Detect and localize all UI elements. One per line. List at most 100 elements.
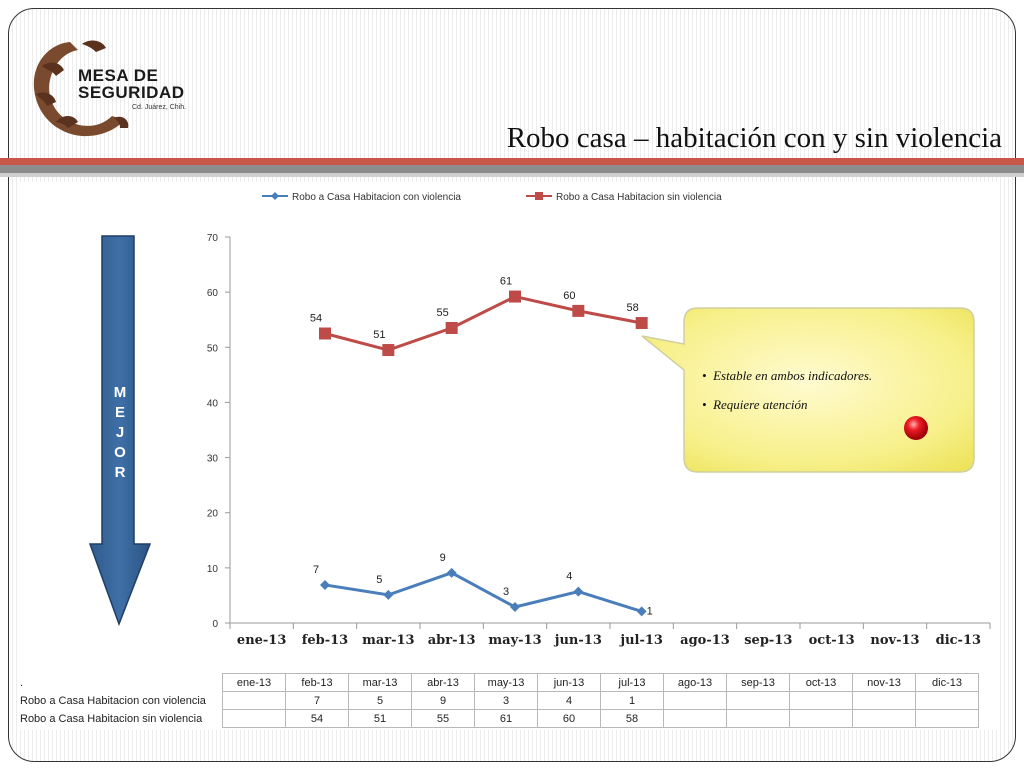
- data-label: 1: [647, 605, 653, 617]
- data-point: [319, 327, 331, 340]
- mejor-letter: E: [114, 404, 125, 421]
- y-tick-label: 0: [212, 619, 218, 630]
- x-tick-label: ene-13: [237, 633, 286, 648]
- data-label: 5: [376, 574, 382, 586]
- table-cell: [222, 709, 286, 728]
- logo-line1: MESA DE: [78, 66, 159, 85]
- status-indicator-icon: [904, 416, 928, 440]
- table-header-cell: oct-13: [789, 673, 853, 692]
- chart-legend: Robo a Casa Habitacion con violencia Robo…: [262, 192, 722, 203]
- data-label: 7: [313, 564, 319, 576]
- table-cell: [852, 691, 916, 710]
- table-cell: [915, 709, 979, 728]
- table-header-cell: ene-13: [222, 673, 286, 692]
- table-row-label: Robo a Casa Habitacion sin violencia: [20, 712, 203, 725]
- data-point: [445, 321, 458, 334]
- header-band-gray: [0, 165, 1024, 173]
- data-point: [446, 567, 457, 578]
- table-header-cell: ago-13: [663, 673, 727, 692]
- data-label: 51: [373, 329, 385, 341]
- callout-bubble: [641, 307, 975, 473]
- data-label: 60: [563, 290, 575, 302]
- callout-bullet-2: • Requiere atención: [702, 397, 808, 412]
- table-cell: 55: [411, 709, 475, 728]
- table-cell: 54: [285, 709, 349, 728]
- header-band-light: [0, 173, 1024, 177]
- y-tick-label: 60: [207, 288, 219, 299]
- data-label: 58: [627, 302, 639, 314]
- table-header-cell: sep-13: [726, 673, 790, 692]
- callout-bullet-1: • Estable en ambos indicadores.: [702, 368, 873, 383]
- table-row: Robo a Casa Habitacion sin violencia 54 51…: [18, 709, 979, 728]
- data-label: 54: [310, 313, 322, 325]
- chart-series: 7 5 9 3 4 1 54 51 55 61 60 58: [310, 276, 653, 618]
- table-cell: 7: [285, 691, 349, 710]
- x-tick-label: ago-13: [680, 633, 730, 648]
- data-label: 4: [566, 571, 572, 583]
- logo-emblem-icon: [33, 40, 129, 137]
- y-tick-label: 10: [207, 564, 219, 575]
- logo-line2: SEGURIDAD: [78, 83, 185, 102]
- table-cell: [915, 691, 979, 710]
- y-tick-label: 70: [207, 233, 219, 244]
- header-band-red: [0, 158, 1024, 165]
- series-line: [324, 294, 642, 352]
- table-cell: [663, 709, 727, 728]
- data-label: 3: [503, 586, 509, 598]
- data-point: [509, 290, 521, 303]
- x-tick-label: jun-13: [554, 633, 602, 648]
- table-cell: [663, 691, 727, 710]
- y-tick-label: 50: [207, 343, 219, 354]
- table-cell: 61: [474, 709, 538, 728]
- y-axis: 0 10 20 30 40 50 60 70: [207, 233, 231, 630]
- table-cell: [789, 691, 853, 710]
- legend-marker: [535, 192, 543, 200]
- data-point: [573, 586, 584, 597]
- legend-label: Robo a Casa Habitacion con violencia: [292, 192, 461, 203]
- table-cell: 9: [411, 691, 475, 710]
- table-header-cell: dic-13: [915, 673, 979, 692]
- x-tick-label: may-13: [488, 633, 541, 648]
- mesa-de-seguridad-logo: MESA DE SEGURIDAD Cd. Juárez, Chih.: [30, 36, 220, 140]
- table-header-cell: may-13: [474, 673, 538, 692]
- x-tick-label: sep-13: [744, 633, 792, 648]
- mejor-letter: J: [115, 424, 125, 441]
- legend-label: Robo a Casa Habitacion sin violencia: [556, 192, 722, 203]
- y-tick-label: 30: [207, 454, 219, 465]
- data-point: [382, 344, 395, 357]
- table-header-cell: nov-13: [852, 673, 916, 692]
- mejor-letter: M: [113, 384, 127, 401]
- data-point: [510, 602, 520, 613]
- data-table: . ene-13 feb-13 mar-13 abr-13 may-13 jun-13 jul…: [18, 673, 979, 728]
- table-header-cell: feb-13: [285, 673, 349, 692]
- table-cell: 51: [348, 709, 412, 728]
- table-corner: .: [20, 676, 24, 689]
- x-tick-label: abr-13: [428, 633, 476, 648]
- data-point: [383, 589, 394, 600]
- x-tick-label: dic-13: [936, 633, 981, 648]
- series-line: [324, 571, 643, 613]
- x-tick-label: feb-13: [302, 633, 348, 648]
- x-tick-label: jul-13: [619, 633, 663, 648]
- x-axis: ene-13 feb-13 mar-13 abr-13 may-13 jun-13 jul-…: [229, 622, 991, 648]
- logo-line3: Cd. Juárez, Chih.: [132, 104, 187, 111]
- x-tick-label: oct-13: [809, 633, 855, 648]
- slide-title: Robo casa – habitación con y sin violenc…: [506, 122, 1002, 154]
- data-label: 61: [500, 276, 512, 288]
- table-cell: 58: [600, 709, 664, 728]
- data-point: [320, 579, 330, 590]
- data-point: [635, 317, 648, 330]
- mejor-letter: O: [114, 444, 126, 461]
- mejor-letter: R: [114, 464, 126, 481]
- table-cell: 4: [537, 691, 601, 710]
- data-point: [572, 304, 585, 317]
- y-tick-label: 40: [207, 398, 219, 409]
- legend-marker: [271, 192, 279, 200]
- table-header-cell: mar-13: [348, 673, 412, 692]
- data-label: 9: [440, 552, 446, 564]
- table-cell: [222, 691, 286, 710]
- table-row: Robo a Casa Habitacion con violencia 7 5 9 3…: [18, 691, 979, 710]
- table-cell: 5: [348, 691, 412, 710]
- table-cell: [789, 709, 853, 728]
- table-header-cell: abr-13: [411, 673, 475, 692]
